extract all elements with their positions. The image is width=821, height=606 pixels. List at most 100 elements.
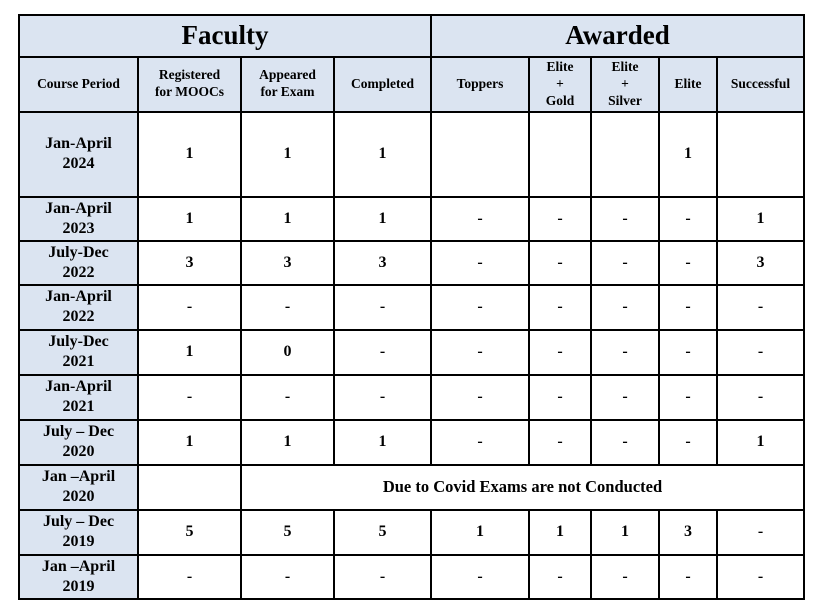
value-cell: 1 (333, 195, 432, 242)
value-cell: 3 (240, 239, 335, 286)
value-cell: - (137, 553, 242, 600)
value-cell: - (137, 373, 242, 421)
value-cell: - (240, 553, 335, 600)
table-row: Jan –April 2019 - - - - - - - - (18, 553, 805, 600)
value-cell: - (716, 373, 805, 421)
value-cell: - (658, 373, 718, 421)
group-header-faculty: Faculty (18, 14, 432, 58)
value-cell: - (528, 283, 592, 331)
col-header-elite: Elite (658, 56, 718, 113)
period-cell: Jan –April 2019 (18, 553, 139, 600)
value-cell: 5 (240, 508, 335, 556)
period-cell: Jan-April 2024 (18, 110, 139, 198)
value-cell (590, 110, 660, 198)
value-cell: 1 (137, 328, 242, 376)
period-cell: July-Dec 2021 (18, 328, 139, 376)
period-cell: July – Dec 2020 (18, 418, 139, 466)
value-cell: - (430, 283, 530, 331)
period-cell: Jan –April 2020 (18, 463, 139, 511)
value-cell: - (528, 553, 592, 600)
value-cell: - (240, 283, 335, 331)
mooc-report-table-wrap: Faculty Awarded Course Period Registered… (18, 14, 805, 600)
value-cell: 3 (137, 239, 242, 286)
value-cell: - (716, 553, 805, 600)
value-cell: - (658, 328, 718, 376)
col-header-completed: Completed (333, 56, 432, 113)
value-cell: - (590, 373, 660, 421)
group-header-awarded: Awarded (430, 14, 805, 58)
value-cell: - (590, 553, 660, 600)
value-cell: 3 (658, 508, 718, 556)
col-header-elite-gold: Elite + Gold (528, 56, 592, 113)
value-cell: - (590, 195, 660, 242)
value-cell: - (333, 283, 432, 331)
period-cell: July – Dec 2019 (18, 508, 139, 556)
period-cell: Jan-April 2022 (18, 283, 139, 331)
mooc-report-table: Faculty Awarded Course Period Registered… (18, 14, 805, 600)
table-row: July-Dec 2021 1 0 - - - - - - (18, 328, 805, 376)
value-cell: - (590, 239, 660, 286)
col-header-elite-silver: Elite + Silver (590, 56, 660, 113)
value-cell: - (430, 195, 530, 242)
value-cell: 1 (590, 508, 660, 556)
covid-note-cell: Due to Covid Exams are not Conducted (240, 463, 805, 511)
period-cell: Jan-April 2023 (18, 195, 139, 242)
col-header-appeared: Appeared for Exam (240, 56, 335, 113)
table-row: July – Dec 2019 5 5 5 1 1 1 3 - (18, 508, 805, 556)
value-cell: 5 (137, 508, 242, 556)
table-row-covid: Jan –April 2020 Due to Covid Exams are n… (18, 463, 805, 511)
value-cell: - (430, 239, 530, 286)
value-cell: - (528, 328, 592, 376)
value-cell: - (658, 283, 718, 331)
header-group-row: Faculty Awarded (18, 14, 805, 58)
value-cell: 1 (333, 110, 432, 198)
col-header-toppers: Toppers (430, 56, 530, 113)
value-cell: - (658, 553, 718, 600)
value-cell: - (716, 328, 805, 376)
table-row: Jan-April 2022 - - - - - - - - (18, 283, 805, 331)
value-cell (716, 110, 805, 198)
table-row: Jan-April 2021 - - - - - - - - (18, 373, 805, 421)
value-cell: - (528, 418, 592, 466)
value-cell: - (137, 283, 242, 331)
value-cell (137, 463, 242, 511)
value-cell: 1 (137, 418, 242, 466)
value-cell: 1 (658, 110, 718, 198)
value-cell: 1 (716, 418, 805, 466)
value-cell: 3 (716, 239, 805, 286)
value-cell: 1 (716, 195, 805, 242)
value-cell: - (716, 283, 805, 331)
value-cell: - (430, 373, 530, 421)
value-cell: - (333, 553, 432, 600)
value-cell: - (430, 553, 530, 600)
value-cell: - (528, 195, 592, 242)
value-cell (430, 110, 530, 198)
value-cell: - (658, 239, 718, 286)
value-cell: 1 (240, 110, 335, 198)
value-cell: - (240, 373, 335, 421)
col-header-course-period: Course Period (18, 56, 139, 113)
table-row: Jan-April 2024 1 1 1 1 (18, 110, 805, 198)
column-header-row: Course Period Registered for MOOCs Appea… (18, 56, 805, 113)
period-cell: July-Dec 2022 (18, 239, 139, 286)
table-row: Jan-April 2023 1 1 1 - - - - 1 (18, 195, 805, 242)
value-cell: 1 (430, 508, 530, 556)
value-cell: - (430, 418, 530, 466)
value-cell: - (590, 283, 660, 331)
value-cell: - (658, 418, 718, 466)
value-cell: 1 (528, 508, 592, 556)
value-cell: 1 (137, 195, 242, 242)
table-row: July-Dec 2022 3 3 3 - - - - 3 (18, 239, 805, 286)
value-cell: - (590, 418, 660, 466)
value-cell: 1 (137, 110, 242, 198)
value-cell: - (590, 328, 660, 376)
value-cell: 5 (333, 508, 432, 556)
value-cell: - (333, 328, 432, 376)
value-cell: - (528, 239, 592, 286)
value-cell: - (430, 328, 530, 376)
value-cell: - (333, 373, 432, 421)
value-cell: 3 (333, 239, 432, 286)
value-cell: 0 (240, 328, 335, 376)
table-row: July – Dec 2020 1 1 1 - - - - 1 (18, 418, 805, 466)
value-cell (528, 110, 592, 198)
